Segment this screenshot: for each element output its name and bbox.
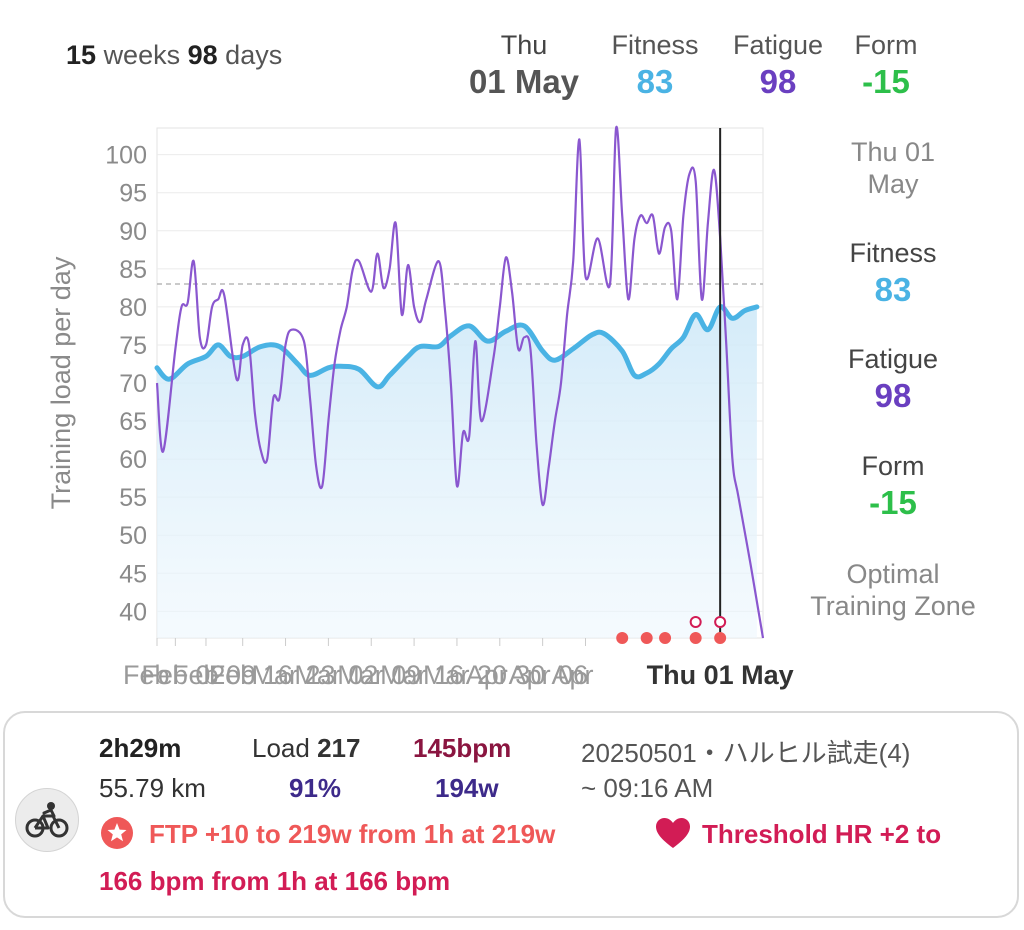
header-fitness-value: 83 [636,63,674,100]
x-tick-label: Apr [551,660,593,690]
x-tick-label: Feb 09 [172,660,256,690]
event-marker [689,632,702,644]
fitness-line [154,304,760,390]
y-tick-label: 80 [119,294,147,322]
y-tick-label: 40 [119,598,147,626]
y-tick-label: 100 [105,142,147,170]
activity-time: ~ 09:16 AM [581,773,714,803]
x-tick-label: Feb [123,660,170,690]
side-form: Form -15 [861,451,925,521]
heart-icon [655,817,691,854]
fitness-area [157,306,757,638]
x-tick-label: Apr 30 [466,660,546,690]
side-fatigue: Fatigue 98 [847,344,939,414]
activity-title: 20250501・ハルヒル試走(4) [581,738,911,768]
x-tick-label: Feb 02 [141,660,225,690]
activity-avg-power: 194w [435,773,499,803]
y-tick-label: 65 [119,408,147,436]
event-marker [616,632,629,644]
x-tick-label: Mar 02 [294,660,378,690]
x-tick-label: Mar 20 [423,660,507,690]
header-fatigue-value: 98 [759,63,797,100]
header-fitness: Fitness 83 [596,30,714,101]
header-form: Form -15 [836,30,936,101]
event-marker [640,632,653,644]
y-tick-label: 95 [119,180,147,208]
date-range: 15 weeks 98 days [66,40,283,70]
activity-intensity: 91% [289,773,342,803]
cursor-label-backdrop [630,654,813,694]
y-tick-label: 45 [119,560,147,588]
event-marker-hollow [714,616,727,628]
star-icon [101,817,133,849]
header-form-value: -15 [862,63,910,100]
x-tick-label: Mar 23 [252,660,336,690]
activity-duration: 2h29m [99,733,182,763]
activity-load: Load 217 [252,733,361,763]
y-tick-label: 85 [119,256,147,284]
threshold-hr-achievement-detail: 166 bpm from 1h at 166 bpm [99,866,451,896]
side-fitness: Fitness 83 [849,238,937,308]
y-tick-label: 60 [119,446,147,474]
optimal-zone-label[interactable]: Optimal Training Zone [810,559,976,621]
header-date: Thu 01 May [444,30,604,101]
fatigue-line [155,125,765,639]
activity-avg-hr: 145bpm [413,733,512,763]
ftp-achievement: FTP +10 to 219w from 1h at 219w [149,819,556,849]
x-tick-label: Mar 09 [337,660,421,690]
x-tick-label: Feb 16 [209,660,293,690]
activity-card[interactable]: 2h29m 55.79 km Load 217 91% 145bpm 194w … [3,711,1019,918]
header-date-value: 01 May [468,63,580,100]
y-tick-label: 90 [119,218,147,246]
y-axis-label: Training load per day [46,256,76,509]
y-tick-label: 55 [119,484,147,512]
header-fatigue: Fatigue 98 [718,30,838,101]
cursor-date-label: Thu 01 May [647,660,794,690]
side-date: Thu 01 May [850,137,936,199]
bicycle-icon [15,788,79,852]
x-tick-label: Mar 16 [380,660,464,690]
activity-distance: 55.79 km [99,773,206,803]
training-load-chart[interactable]: 100 95 90 85 80 75 70 65 60 55 50 45 40 Training load… [0,0,1024,700]
range-days: 98 [187,40,218,70]
threshold-hr-achievement: Threshold HR +2 to [702,819,942,849]
y-tick-label: 70 [119,370,147,398]
event-marker-hollow [689,616,702,628]
y-tick-label: 50 [119,522,147,550]
event-marker [714,632,727,644]
range-weeks: 15 [66,40,97,70]
event-marker [659,632,672,644]
y-tick-label: 75 [119,332,147,360]
x-tick-label: Apr 06 [509,660,589,690]
